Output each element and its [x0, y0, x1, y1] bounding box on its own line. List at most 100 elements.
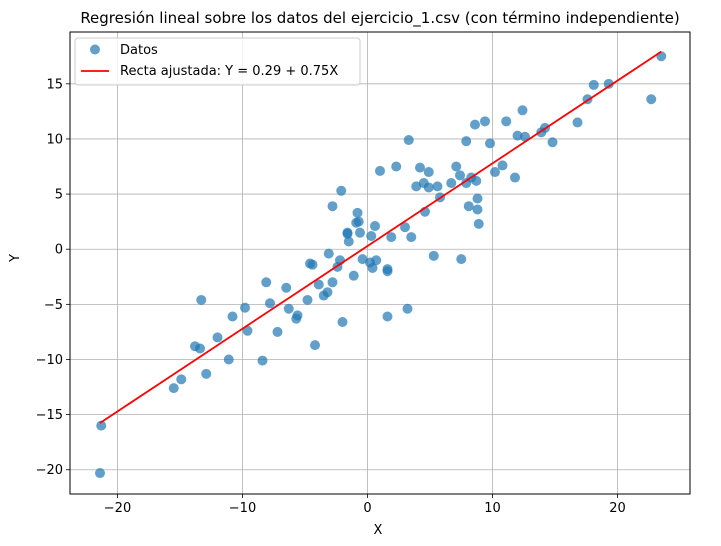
- data-point: [375, 165, 385, 176]
- data-point: [327, 277, 338, 288]
- data-point: [357, 254, 368, 265]
- x-tick-label: 0: [363, 501, 371, 516]
- data-point: [471, 175, 482, 186]
- data-point: [196, 294, 207, 305]
- data-point: [428, 250, 439, 261]
- data-point: [327, 201, 338, 212]
- axes-frame: [69, 31, 691, 495]
- y-ticks: −20 −15 −10 −5 0 5 10 15: [36, 77, 70, 478]
- data-point: [461, 136, 472, 147]
- data-point: [470, 119, 480, 130]
- data-point: [501, 116, 512, 127]
- data-point: [367, 262, 378, 273]
- data-point: [423, 167, 434, 178]
- data-point: [353, 216, 364, 227]
- data-point: [261, 277, 272, 288]
- data-point: [480, 116, 490, 127]
- data-point: [96, 420, 107, 431]
- data-point: [472, 204, 483, 215]
- y-tick-label: 5: [55, 188, 63, 203]
- data-point: [547, 137, 558, 148]
- data-point: [463, 201, 474, 212]
- data-point: [257, 355, 268, 366]
- data-point: [310, 340, 320, 351]
- data-point: [400, 222, 410, 233]
- data-point: [456, 254, 467, 265]
- data-point: [446, 178, 457, 189]
- data-point: [490, 167, 500, 178]
- data-point: [283, 303, 294, 314]
- y-tick-label: 0: [55, 243, 63, 258]
- data-point: [423, 182, 434, 193]
- data-point: [572, 117, 583, 128]
- data-point: [485, 138, 495, 149]
- data-point: [432, 181, 443, 192]
- data-point: [307, 259, 318, 270]
- data-point: [391, 161, 402, 172]
- y-tick-label: 15: [46, 77, 63, 92]
- legend-box: [74, 37, 361, 86]
- legend-label-fit: Recta ajustada: Y = 0.29 + 0.75X: [120, 64, 338, 79]
- data-point: [406, 232, 417, 243]
- data-point: [455, 170, 465, 181]
- y-axis-label: Y: [8, 254, 23, 263]
- data-point: [168, 383, 179, 394]
- legend-marker-datos: [90, 44, 100, 55]
- data-point: [343, 236, 354, 247]
- data-point: [176, 374, 187, 385]
- data-point: [588, 79, 599, 90]
- data-point: [517, 105, 528, 116]
- data-point: [337, 316, 348, 327]
- data-point: [603, 78, 614, 89]
- fit-lines: [99, 50, 662, 424]
- regression-line: [99, 50, 662, 424]
- data-point: [195, 343, 205, 354]
- data-point: [370, 221, 380, 232]
- data-point: [242, 325, 253, 336]
- data-point: [473, 218, 484, 229]
- x-tick-label: −10: [229, 501, 256, 516]
- scatter-points: [95, 51, 667, 479]
- data-point: [497, 160, 508, 171]
- data-point: [272, 326, 283, 337]
- data-point: [382, 311, 393, 322]
- data-point: [313, 279, 324, 290]
- data-point: [342, 228, 353, 239]
- data-point: [403, 135, 414, 146]
- data-point: [415, 162, 425, 173]
- data-point: [281, 282, 292, 293]
- y-tick-label: −20: [36, 463, 63, 478]
- data-point: [322, 287, 333, 298]
- data-point: [352, 207, 363, 218]
- x-tick-label: 20: [609, 501, 626, 516]
- data-point: [348, 270, 359, 281]
- data-point: [201, 368, 212, 379]
- data-point: [366, 230, 377, 241]
- data-point: [472, 193, 483, 204]
- data-point: [382, 266, 393, 277]
- x-tick-label: 10: [484, 501, 501, 516]
- data-point: [227, 311, 238, 322]
- data-point: [355, 227, 365, 238]
- data-point: [386, 232, 397, 243]
- legend-label-datos: Datos: [120, 43, 158, 58]
- data-point: [223, 354, 234, 365]
- x-tick-label: −20: [104, 501, 131, 516]
- data-point: [302, 294, 313, 305]
- data-point: [402, 303, 413, 314]
- data-point: [451, 161, 462, 172]
- data-point: [95, 468, 105, 479]
- y-gridlines: [70, 83, 690, 471]
- data-point: [323, 248, 334, 259]
- data-point: [292, 310, 303, 321]
- legend: Datos Recta ajustada: Y = 0.29 + 0.75X: [74, 37, 361, 86]
- data-point: [371, 255, 382, 266]
- y-tick-label: −5: [44, 298, 63, 313]
- x-ticks: −20 −10 0 10 20: [104, 494, 626, 516]
- data-point: [512, 130, 523, 141]
- data-point: [510, 172, 520, 183]
- x-axis-label: X: [374, 523, 383, 538]
- data-point: [411, 181, 422, 192]
- data-point: [646, 94, 657, 105]
